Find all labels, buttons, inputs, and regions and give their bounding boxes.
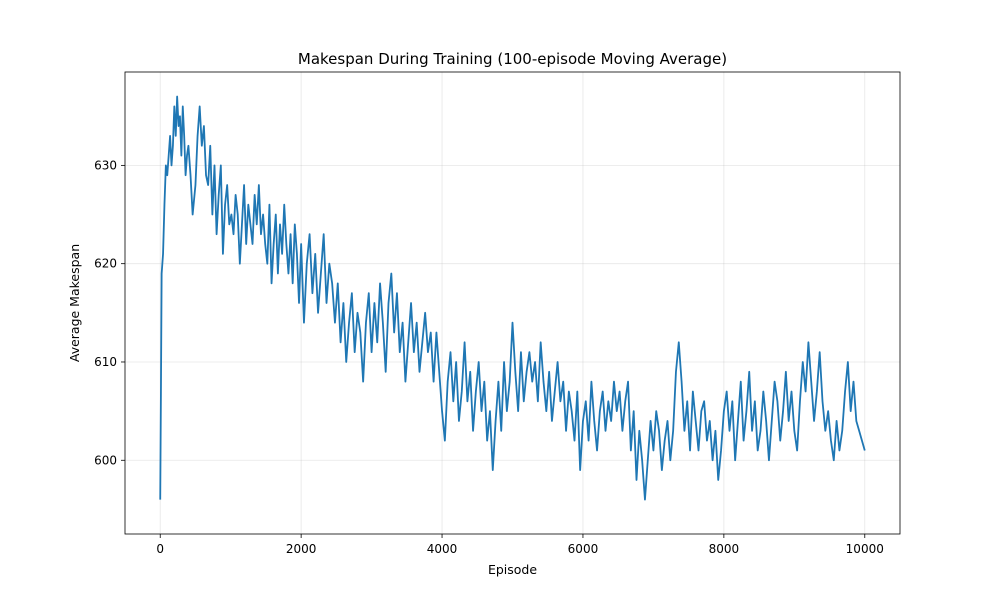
series-layer (159, 95, 866, 501)
x-tick-label: 4000 (427, 542, 458, 556)
axis-ticks: 0 2000 4000 6000 8000 10000 600 610 620 630 (94, 158, 884, 556)
x-axis-label: Episode (488, 562, 537, 577)
grid-lines (125, 72, 900, 534)
y-tick-label: 610 (94, 355, 117, 369)
x-tick-label: 0 (156, 542, 164, 556)
x-tick-label: 10000 (846, 542, 884, 556)
plot-frame (124, 71, 901, 535)
series-line (159, 95, 866, 501)
x-tick-label: 2000 (286, 542, 317, 556)
y-tick-label: 630 (94, 158, 117, 172)
x-tick-label: 8000 (709, 542, 740, 556)
y-axis-label: Average Makespan (67, 244, 82, 362)
y-tick-label: 600 (94, 453, 117, 467)
x-tick-label: 6000 (568, 542, 599, 556)
y-tick-label: 620 (94, 257, 117, 271)
chart-title: Makespan During Training (100-episode Mo… (298, 50, 727, 68)
